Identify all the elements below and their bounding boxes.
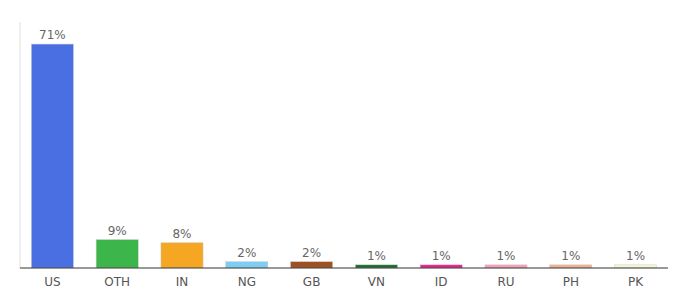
data-label: 1% xyxy=(367,249,386,263)
x-tick-label: RU xyxy=(497,275,514,289)
data-label: 2% xyxy=(302,246,321,260)
x-tick-label: PH xyxy=(563,275,579,289)
bar xyxy=(31,44,73,268)
x-tick-label: NG xyxy=(238,275,256,289)
data-label: 1% xyxy=(496,249,515,263)
x-tick-label: OTH xyxy=(104,275,130,289)
x-tick-label: VN xyxy=(368,275,385,289)
x-tick-label: US xyxy=(44,275,60,289)
x-axis-line xyxy=(20,268,668,269)
y-axis-line xyxy=(20,22,21,268)
x-tick-label: IN xyxy=(176,275,189,289)
data-label: 8% xyxy=(172,227,191,241)
chart: 71% 9% 8% 2% 2% 1% 1% 1% 1% 1% US OTH IN NG GB VN ID RU PH… xyxy=(0,0,680,300)
data-label: 2% xyxy=(237,246,256,260)
bar xyxy=(226,262,268,268)
x-tick-label: ID xyxy=(435,275,448,289)
data-label: 1% xyxy=(432,249,451,263)
data-label: 71% xyxy=(39,28,66,42)
bars xyxy=(31,44,656,268)
bar xyxy=(291,262,333,268)
x-tick-label: PK xyxy=(628,275,644,289)
bar xyxy=(96,240,138,268)
data-label: 9% xyxy=(108,224,127,238)
x-tick-label: GB xyxy=(303,275,321,289)
chart-container: 71% 9% 8% 2% 2% 1% 1% 1% 1% 1% US OTH IN NG GB VN ID RU PH… xyxy=(0,0,680,300)
data-label: 1% xyxy=(561,249,580,263)
data-label: 1% xyxy=(626,249,645,263)
bar xyxy=(161,243,203,268)
